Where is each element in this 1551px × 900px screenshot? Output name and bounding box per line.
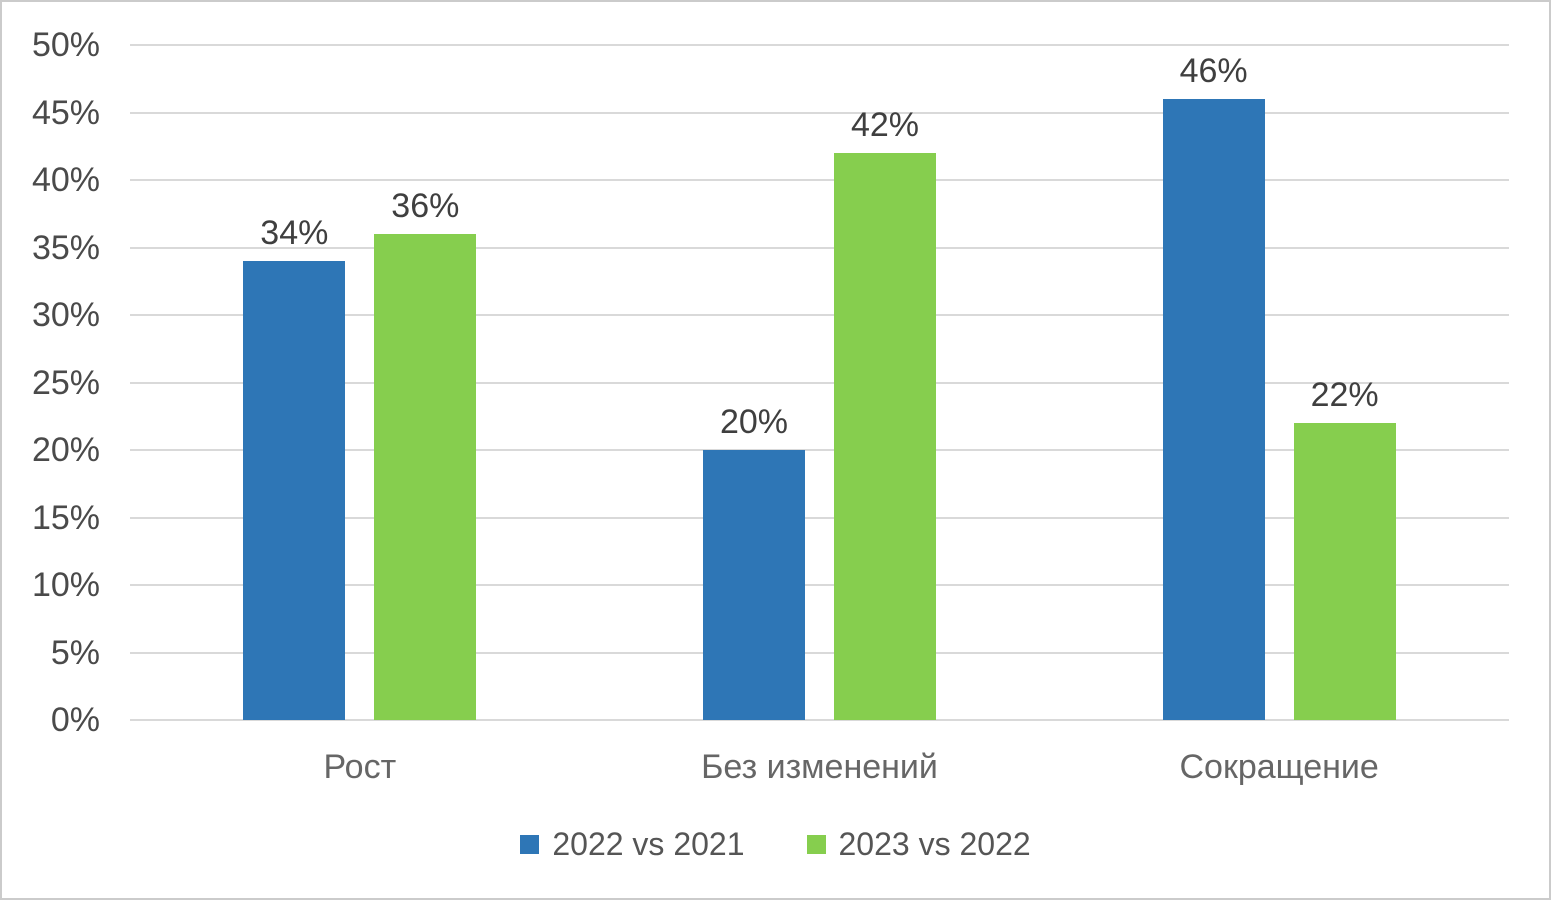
- y-axis-tick-label: 10%: [31, 566, 100, 604]
- legend-label: 2023 vs 2022: [838, 826, 1031, 862]
- plot-area: 34% 36% 20% 42% 46% 22%: [130, 44, 1509, 721]
- y-axis-tick-label: 5%: [50, 633, 100, 672]
- data-label: 20%: [719, 402, 789, 441]
- y-axis-tick-label: 35%: [31, 228, 100, 267]
- y-axis-tick-label: 40%: [31, 161, 100, 199]
- gridline: [130, 246, 1509, 249]
- bar-group: 20% 42%: [702, 105, 936, 720]
- bar-with-label: 34%: [243, 213, 346, 720]
- bar-with-label: 20%: [702, 402, 805, 720]
- gridline: [130, 449, 1509, 451]
- legend-swatch-icon: [806, 835, 826, 854]
- bar-with-label: 42%: [833, 105, 936, 720]
- data-label: 34%: [260, 213, 329, 252]
- bar-groups: 34% 36% 20% 42% 46% 22%: [130, 45, 1509, 720]
- y-axis-tick-label: 50%: [31, 26, 100, 64]
- gridline: [130, 314, 1509, 316]
- x-category-label: Рост: [323, 748, 397, 786]
- y-axis-tick-label: 30%: [31, 296, 100, 334]
- bar: [1293, 423, 1396, 720]
- y-axis-tick-label: 25%: [31, 363, 100, 402]
- bar-with-label: 22%: [1293, 375, 1396, 720]
- gridline: [130, 719, 1509, 721]
- bar-with-label: 46%: [1162, 51, 1265, 720]
- gridline: [130, 44, 1509, 46]
- data-label: 42%: [850, 105, 920, 144]
- gridline: [130, 516, 1509, 519]
- bar-group: 46% 22%: [1162, 51, 1396, 720]
- bar-group: 34% 36%: [243, 186, 477, 720]
- x-category-label: Сокращение: [1179, 748, 1379, 786]
- legend-item: 2023 vs 2022: [806, 826, 1031, 863]
- gridline: [130, 111, 1509, 114]
- x-category-label: Без изменений: [701, 748, 938, 786]
- bar: [243, 261, 346, 720]
- data-label: 22%: [1310, 375, 1379, 414]
- bar: [702, 450, 805, 720]
- legend-swatch-icon: [520, 835, 540, 854]
- y-axis-tick-label: 20%: [31, 431, 100, 469]
- x-axis-labels: Рост Без изменений Сокращение: [130, 748, 1509, 787]
- legend-label: 2022 vs 2021: [552, 826, 745, 862]
- bar: [374, 234, 477, 720]
- gridline: [130, 584, 1509, 586]
- y-axis-tick-label: 0%: [50, 701, 100, 739]
- gridline: [130, 381, 1509, 384]
- bar: [1162, 99, 1265, 720]
- data-label: 36%: [391, 186, 460, 225]
- data-label: 46%: [1179, 51, 1248, 90]
- bar: [833, 153, 936, 720]
- bar-with-label: 36%: [374, 186, 477, 720]
- gridline: [130, 651, 1509, 654]
- legend-item: 2022 vs 2021: [520, 826, 745, 863]
- legend: 2022 vs 2021 2023 vs 2022: [2, 826, 1549, 863]
- y-axis-tick-label: 15%: [31, 498, 100, 537]
- y-axis-tick-label: 45%: [31, 93, 100, 132]
- gridline: [130, 179, 1509, 181]
